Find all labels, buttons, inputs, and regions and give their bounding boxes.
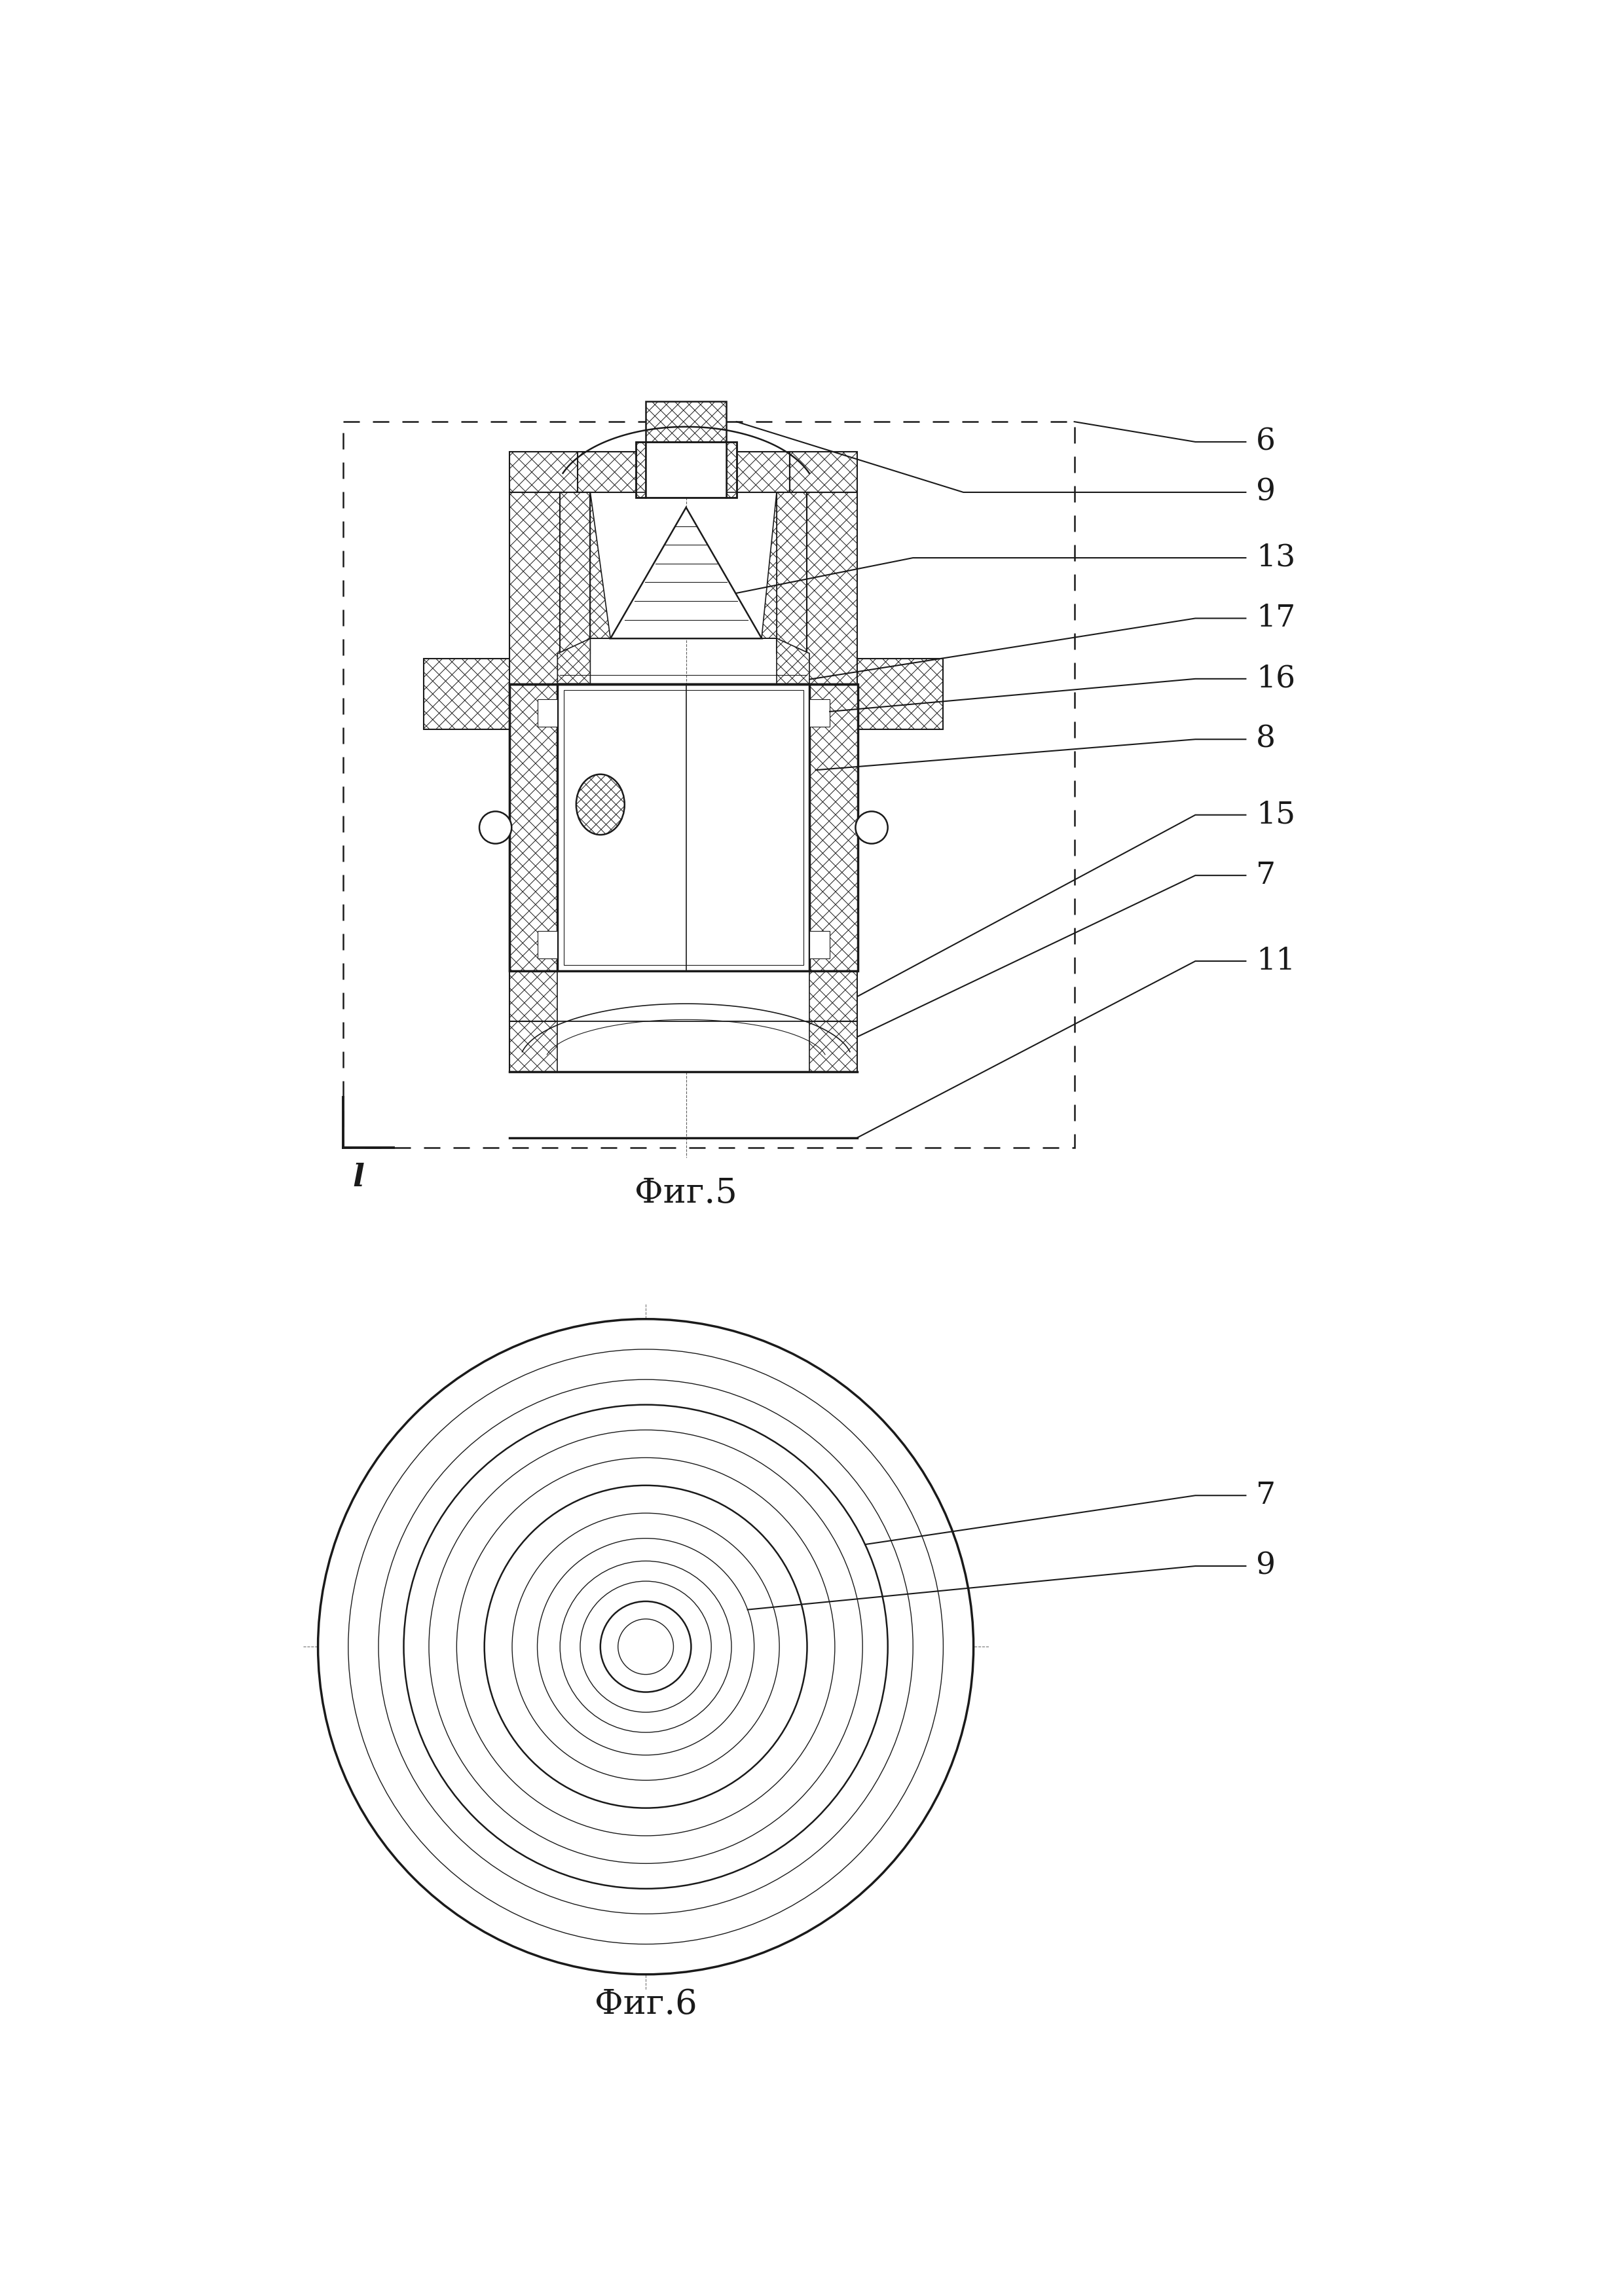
Polygon shape [810,684,857,971]
Polygon shape [424,659,510,730]
Polygon shape [807,491,857,971]
Text: 16: 16 [1255,664,1296,693]
Circle shape [378,1380,913,1915]
Bar [810,930,830,960]
Circle shape [318,1318,973,1975]
Polygon shape [776,638,810,684]
Text: 13: 13 [1255,544,1296,572]
Circle shape [456,1458,835,1837]
Circle shape [538,1538,754,1754]
Polygon shape [611,507,762,638]
Circle shape [348,1350,944,1945]
Circle shape [479,810,512,843]
Polygon shape [762,491,776,638]
Ellipse shape [577,774,625,836]
Text: 7: 7 [1255,861,1275,891]
Bar [538,698,557,728]
Text: 15: 15 [1255,799,1296,829]
Polygon shape [560,491,590,654]
Circle shape [619,1619,674,1674]
Bar [810,698,830,728]
Polygon shape [578,452,789,491]
Polygon shape [776,491,807,654]
Polygon shape [510,491,560,971]
Circle shape [580,1582,711,1713]
Text: 17: 17 [1255,604,1296,634]
Bar [564,689,804,964]
Circle shape [484,1486,807,1807]
Polygon shape [726,441,737,498]
Polygon shape [510,684,557,971]
Circle shape [429,1430,862,1864]
Circle shape [560,1561,731,1733]
Bar [646,441,726,498]
Text: 9: 9 [1255,1552,1275,1582]
Bar [510,684,857,971]
Polygon shape [789,452,857,491]
Polygon shape [590,491,611,638]
Text: Фиг.5: Фиг.5 [635,1176,737,1210]
Bar [635,441,737,498]
Polygon shape [646,402,726,441]
Bar [557,684,810,971]
Polygon shape [510,1022,857,1072]
Circle shape [512,1513,780,1779]
Text: 7: 7 [1255,1481,1275,1511]
Text: l: l [352,1162,364,1194]
Polygon shape [557,638,590,684]
Text: 11: 11 [1255,946,1296,976]
Polygon shape [635,441,646,498]
Text: Фиг.6: Фиг.6 [594,1988,697,2020]
Polygon shape [510,971,857,1022]
Circle shape [601,1600,692,1692]
Polygon shape [510,452,578,491]
Circle shape [856,810,888,843]
Bar [557,1022,810,1072]
Bar [557,971,810,1022]
Bar [538,930,557,960]
Text: 9: 9 [1255,478,1275,507]
Text: 6: 6 [1255,427,1275,457]
Polygon shape [857,659,944,730]
Text: 8: 8 [1255,726,1275,753]
Circle shape [404,1405,888,1890]
